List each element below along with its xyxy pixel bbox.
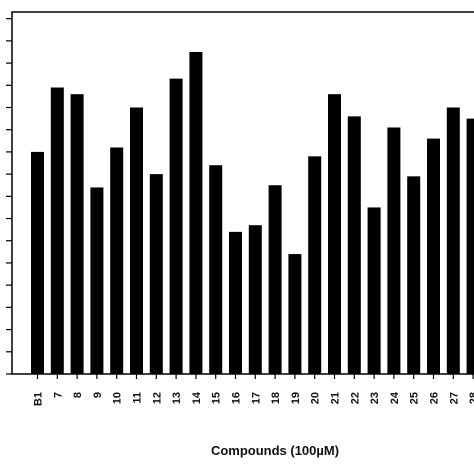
bar-24: [387, 127, 401, 374]
x-axis-ticks: [36, 374, 474, 379]
x-tick-label: 15: [211, 392, 223, 404]
bar-17: [248, 225, 262, 374]
bar-10: [110, 147, 124, 374]
x-tick-label: B1: [33, 392, 45, 406]
x-tick-label: 26: [429, 392, 441, 404]
bar-23: [367, 207, 381, 374]
bar-25: [407, 176, 421, 374]
x-tick-label: 18: [270, 392, 282, 404]
bars: [31, 51, 474, 375]
y-axis-ticks: [6, 18, 12, 375]
x-tick-label: 17: [250, 392, 262, 404]
x-tick-label: 22: [349, 392, 361, 404]
x-tick-label: 14: [191, 391, 203, 404]
x-tick-labels: B1 7 8 9 10 11 12 13 14 15 16 17 18 19 20 21 22 23 24 25 26 2…: [33, 391, 474, 406]
bar-27: [446, 107, 460, 374]
bar-9: [90, 187, 104, 374]
x-tick-label: 9: [92, 392, 104, 398]
bar-26: [427, 138, 440, 374]
bar-15: [209, 165, 223, 374]
plot-frame: [11, 11, 474, 375]
x-tick-label: 23: [369, 392, 381, 404]
bar-22: [347, 116, 361, 374]
x-tick-label: 10: [112, 392, 124, 404]
bar-12: [149, 174, 163, 374]
bar-19: [288, 254, 302, 374]
bar-14: [189, 51, 203, 374]
bar-18: [268, 185, 282, 374]
bar-13: [169, 78, 183, 375]
bar-16: [229, 231, 242, 374]
x-tick-label: 28: [468, 392, 474, 404]
plot-area: B1 7 8 9 10 11 12 13 14 15 16 17 18 19 20 21 22 23 24 25 26 2…: [6, 11, 474, 406]
x-tick-label: 16: [231, 392, 243, 404]
x-tick-label: 25: [409, 392, 421, 404]
x-tick-label: 21: [330, 392, 342, 404]
bar-8: [70, 94, 84, 374]
bar-21: [328, 94, 341, 374]
bar-7: [50, 87, 64, 374]
bar-20: [308, 156, 322, 374]
bar-11: [130, 107, 143, 374]
bar-28: [466, 118, 474, 374]
x-tick-label: 24: [389, 391, 401, 404]
x-tick-label: 19: [290, 392, 302, 404]
x-tick-label: 12: [151, 392, 163, 404]
x-tick-label: 8: [72, 392, 84, 398]
x-axis-label: Compounds (100µM): [211, 443, 339, 458]
x-tick-label: 7: [52, 392, 64, 398]
x-tick-label: 20: [310, 392, 322, 404]
x-tick-label: 11: [132, 392, 144, 404]
x-tick-label: 27: [448, 392, 460, 404]
x-tick-label: 13: [171, 392, 183, 404]
bar-B1: [31, 151, 44, 374]
